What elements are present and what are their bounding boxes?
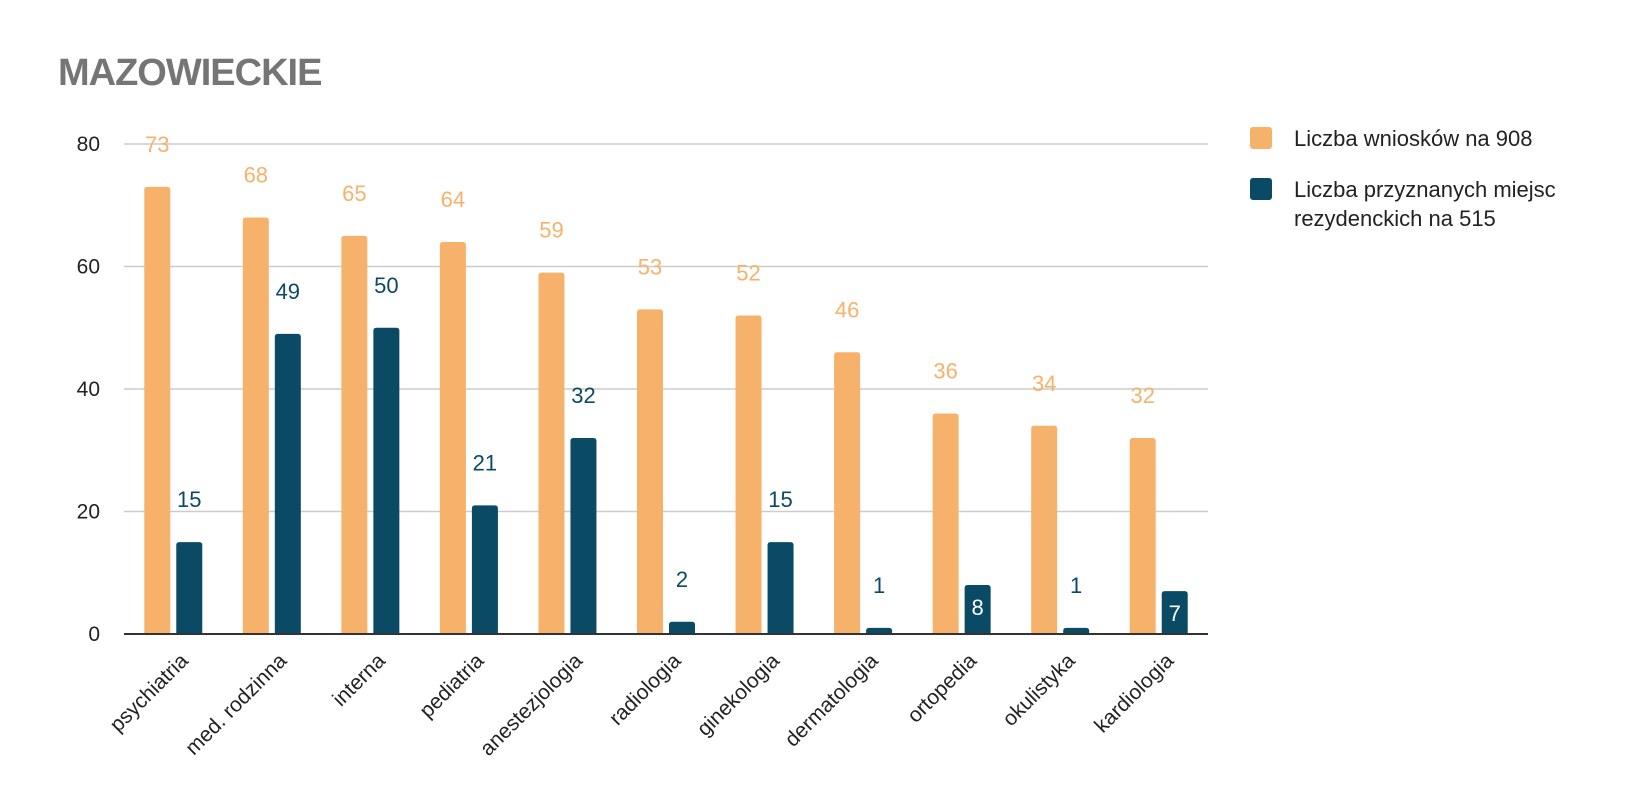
data-label-wnioski-6: 52 [736,261,760,286]
gridlines [124,143,1208,513]
data-label-wnioski-5: 53 [638,254,662,279]
y-axis: 0 20 40 60 80 [77,133,100,646]
data-label-wnioski-1: 68 [244,163,268,188]
bar-miejsca-3 [471,505,498,634]
x-tick-label: ginekologia [693,649,785,741]
data-label-miejsca-1: 49 [276,279,300,304]
data-label-miejsca-0: 15 [177,487,201,512]
bar-wnioski-7 [834,352,861,634]
bar-miejsca-2 [373,327,400,634]
bar-wnioski-9 [1031,425,1058,634]
x-tick-label: psychiatria [106,649,193,736]
data-label-wnioski-7: 46 [835,297,859,322]
x-tick-label: radiologia [605,649,686,730]
data-label-miejsca-5: 2 [676,567,688,592]
bar-miejsca-7 [866,627,893,634]
bar-wnioski-2 [341,235,368,634]
bar-miejsca-6 [767,542,794,634]
data-label-wnioski-9: 34 [1032,371,1056,396]
x-tick-label: med. rodzinna [181,649,292,760]
bar-miejsca-4 [570,438,597,634]
bar-miejsca-8 [964,585,991,634]
bar-wnioski-1 [242,217,269,634]
data-labels: 73 15 68 49 65 50 64 21 59 32 53 2 52 15 46 1 36 8 34 1 32 7 [145,132,1181,626]
data-label-wnioski-8: 36 [933,359,957,384]
bar-wnioski-10 [1129,438,1156,634]
data-label-miejsca-6: 15 [768,487,792,512]
bar-miejsca-10 [1161,591,1188,634]
x-tick-label: ortopedia [903,649,981,727]
data-label-miejsca-4: 32 [571,383,595,408]
bar-wnioski-6 [735,315,762,634]
data-label-miejsca-9: 1 [1070,573,1082,598]
bar-wnioski-5 [637,309,663,634]
bar-wnioski-3 [439,242,466,634]
data-label-wnioski-2: 65 [342,181,366,206]
data-label-wnioski-4: 59 [539,218,563,243]
y-tick-label: 20 [77,501,100,524]
data-label-wnioski-3: 64 [441,187,465,212]
x-tick-label: kardiologia [1090,649,1178,737]
bars [144,186,1188,634]
y-tick-label: 0 [88,623,100,646]
legend-label-series-2: Liczba przyznanych miejsc rezydenckich n… [1294,177,1556,231]
data-label-miejsca-2: 50 [374,273,398,298]
y-tick-label: 80 [77,133,100,156]
legend: Liczba wniosków na 908 Liczba przyznanyc… [1250,124,1640,255]
bar-wnioski-0 [144,186,171,634]
data-label-miejsca-7: 1 [873,573,885,598]
legend-item-series-1: Liczba wniosków na 908 [1250,124,1640,153]
chart-title: MAZOWIECKIE [58,52,322,94]
y-tick-label: 60 [77,256,100,279]
data-label-miejsca-8: 8 [972,595,984,620]
data-label-wnioski-10: 32 [1130,383,1154,408]
bar-miejsca-0 [176,542,203,634]
data-label-miejsca-10: 7 [1169,601,1181,626]
bar-wnioski-4 [538,272,565,634]
x-tick-label: okulistyka [998,649,1080,731]
x-tick-label: anestezjologia [476,649,587,760]
bar-miejsca-9 [1063,627,1090,634]
y-tick-label: 40 [77,378,100,401]
bar-wnioski-8 [932,413,959,634]
legend-label-series-1: Liczba wniosków na 908 [1294,126,1533,151]
x-tick-label: interna [328,649,390,711]
data-label-miejsca-3: 21 [473,450,497,475]
x-tick-label: dermatologia [781,649,883,751]
bar-miejsca-5 [669,621,695,634]
legend-item-series-2: Liczba przyznanych miejsc rezydenckich n… [1250,175,1640,233]
legend-swatch-series-1 [1250,127,1272,149]
x-tick-label: pediatria [415,649,488,722]
bar-miejsca-1 [274,333,301,634]
legend-swatch-series-2 [1250,178,1272,200]
data-label-wnioski-0: 73 [145,132,169,157]
